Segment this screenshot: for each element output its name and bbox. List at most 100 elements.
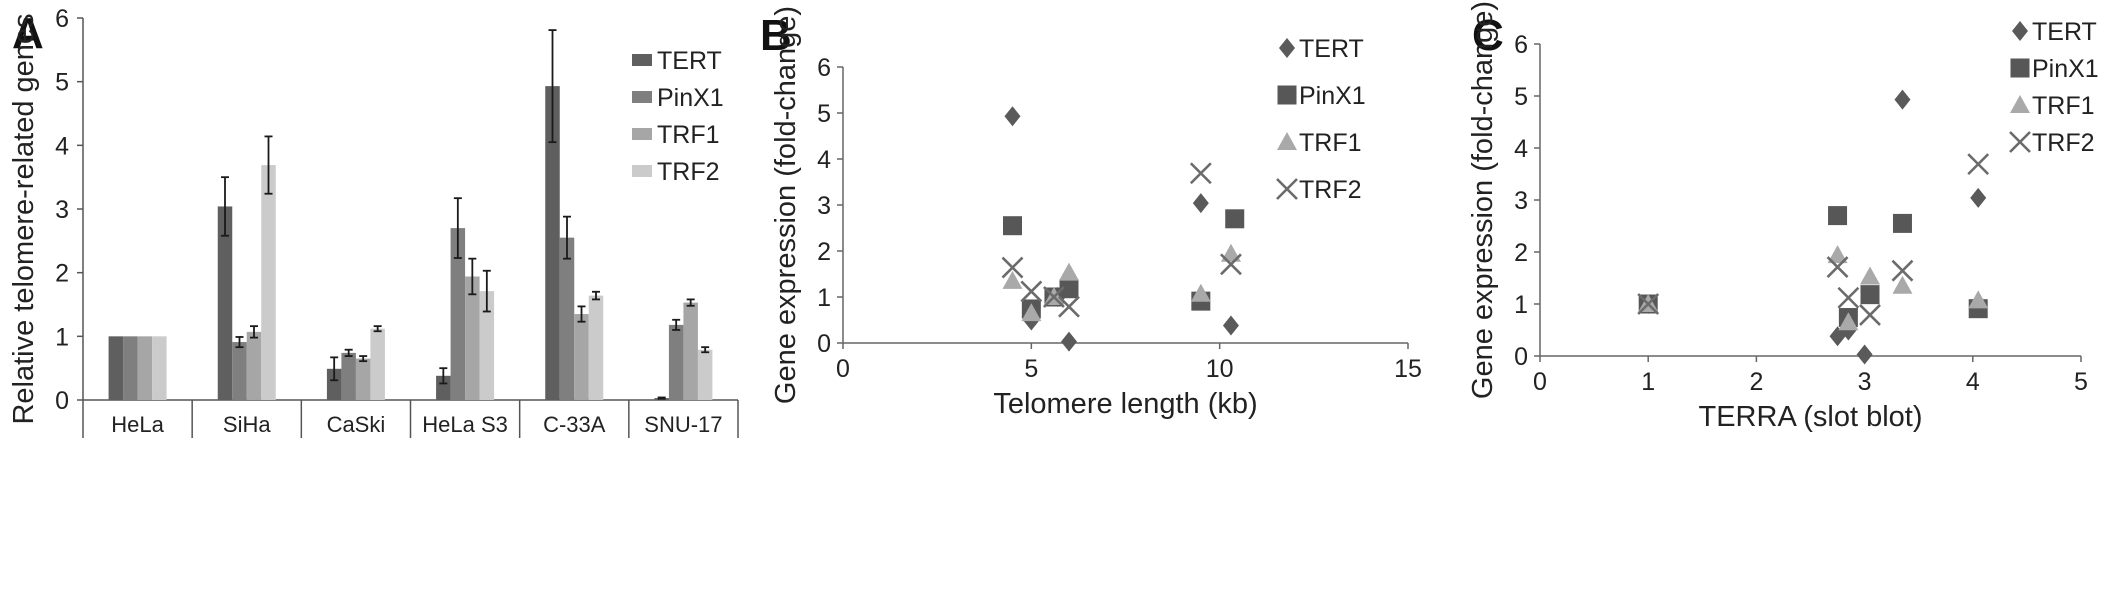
bar: [545, 86, 560, 400]
y-tick-label: 2: [817, 238, 831, 266]
y-tick-label: 3: [1514, 187, 1528, 215]
y-tick-label: 0: [55, 387, 69, 415]
bar-chart-a: 0 1 2 3 4 5 6 Relative telomere-related genes He…: [8, 5, 739, 438]
scatter-point: [1277, 85, 1297, 105]
scatter-point: [1058, 295, 1080, 318]
scatter-point: [1020, 280, 1043, 303]
scatter-chart-b: 0 1 2 3 4 5 6 0 5 10 15 Telomere length (kb) Gene ex…: [770, 6, 1422, 420]
legend-label: TERT: [2032, 18, 2097, 46]
bar: [108, 336, 124, 400]
bar: [326, 368, 342, 400]
bar: [436, 375, 451, 400]
panel-letter-a: A: [12, 9, 44, 58]
y-axis-label: Gene expression (fold-change): [1467, 1, 1499, 399]
scatter-point: [1276, 178, 1298, 200]
legend-label: TRF1: [1299, 129, 1362, 157]
scatter-point: [1826, 256, 1849, 278]
panel-letter-c: C: [1472, 11, 1504, 60]
scatter-point: [1225, 209, 1245, 229]
scatter-point: [1856, 344, 1873, 365]
x-tick-label: 3: [1858, 368, 1872, 396]
scatter-point: [1894, 89, 1911, 110]
y-tick-label: 4: [1514, 135, 1528, 163]
x-tick-label: 0: [836, 355, 850, 383]
scatter-point: [1828, 206, 1848, 226]
scatter-point: [2009, 131, 2031, 153]
x-tick-label: 2: [1749, 368, 1763, 396]
x-tick-label: 1: [1641, 368, 1655, 396]
bar: [152, 336, 167, 400]
bar: [217, 206, 233, 400]
bar: [355, 358, 371, 400]
scatter-point: [1002, 270, 1023, 289]
bar: [137, 336, 153, 400]
bar: [123, 336, 138, 400]
bar: [588, 295, 604, 400]
bar: [261, 165, 276, 400]
scatter-point: [1860, 285, 1880, 305]
x-tick-label: 5: [2074, 368, 2088, 396]
legend-swatch: [632, 128, 652, 140]
scatter-point: [1061, 331, 1077, 352]
scatter-point: [1859, 304, 1881, 326]
scatter-point: [2012, 21, 2028, 41]
legend-label: TRF1: [657, 121, 720, 149]
scatter-point: [1043, 286, 1065, 308]
y-tick-label: 3: [817, 192, 831, 220]
x-tick-label: 0: [1533, 368, 1547, 396]
legend-label: TRF1: [2032, 92, 2095, 120]
bar: [683, 302, 698, 400]
x-category-label: HeLa: [111, 412, 164, 437]
bar: [697, 349, 713, 400]
bar: [668, 324, 684, 400]
scatter-point: [1220, 253, 1242, 276]
scatter-point: [1892, 275, 1913, 294]
scatter-point: [1637, 293, 1660, 315]
legend-swatch: [632, 54, 652, 66]
x-category-label: SiHa: [223, 412, 271, 437]
scatter-point: [1192, 193, 1209, 214]
legend-label: TRF2: [2032, 129, 2095, 157]
x-tick-label: 10: [1206, 355, 1234, 383]
scatter-point: [1189, 162, 1212, 185]
y-tick-label: 1: [817, 284, 831, 312]
legend-label: TRF2: [1299, 176, 1362, 204]
legend-label: PinX1: [2032, 55, 2099, 83]
x-category-label: SNU-17: [644, 412, 722, 437]
scatter-chart-c: 0 1 2 3 4 5 6 0 1 2 3 4 5 TERRA (slot blot) Gene expre…: [1467, 1, 2099, 433]
bar: [246, 331, 262, 400]
y-axis-label: Gene expression (fold-change): [770, 6, 802, 404]
legend-swatch: [632, 165, 652, 177]
y-tick-label: 5: [817, 100, 831, 128]
bar: [574, 314, 589, 400]
y-tick-label: 4: [817, 146, 831, 174]
scatter-point: [1059, 279, 1079, 299]
y-axis-label: Relative telomere-related genes: [8, 13, 40, 424]
scatter-point: [1279, 38, 1295, 58]
bar: [370, 328, 385, 400]
scatter-point: [2010, 95, 2030, 113]
legend-swatch: [632, 91, 652, 103]
legend-label: TERT: [1299, 35, 1364, 63]
x-category-label: C-33A: [543, 412, 606, 437]
x-category-label: HeLa S3: [422, 412, 508, 437]
scatter-point: [1059, 262, 1079, 281]
x-category-label: CaSki: [327, 412, 386, 437]
y-tick-label: 3: [55, 196, 69, 224]
scatter-point: [2010, 58, 2030, 78]
scatter-point: [1277, 132, 1297, 150]
x-axis-label: Telomere length (kb): [993, 388, 1257, 420]
y-tick-label: 5: [1514, 83, 1528, 111]
y-tick-label: 2: [1514, 239, 1528, 267]
bar: [479, 291, 495, 400]
y-tick-label: 0: [1514, 343, 1528, 371]
bar: [559, 237, 575, 400]
bar: [341, 352, 356, 400]
x-tick-label: 5: [1024, 355, 1038, 383]
scatter-point: [1220, 243, 1241, 262]
scatter-point: [1892, 213, 1912, 233]
scatter-point: [1021, 303, 1042, 322]
y-tick-label: 6: [55, 5, 69, 33]
scatter-point: [1970, 187, 1987, 208]
